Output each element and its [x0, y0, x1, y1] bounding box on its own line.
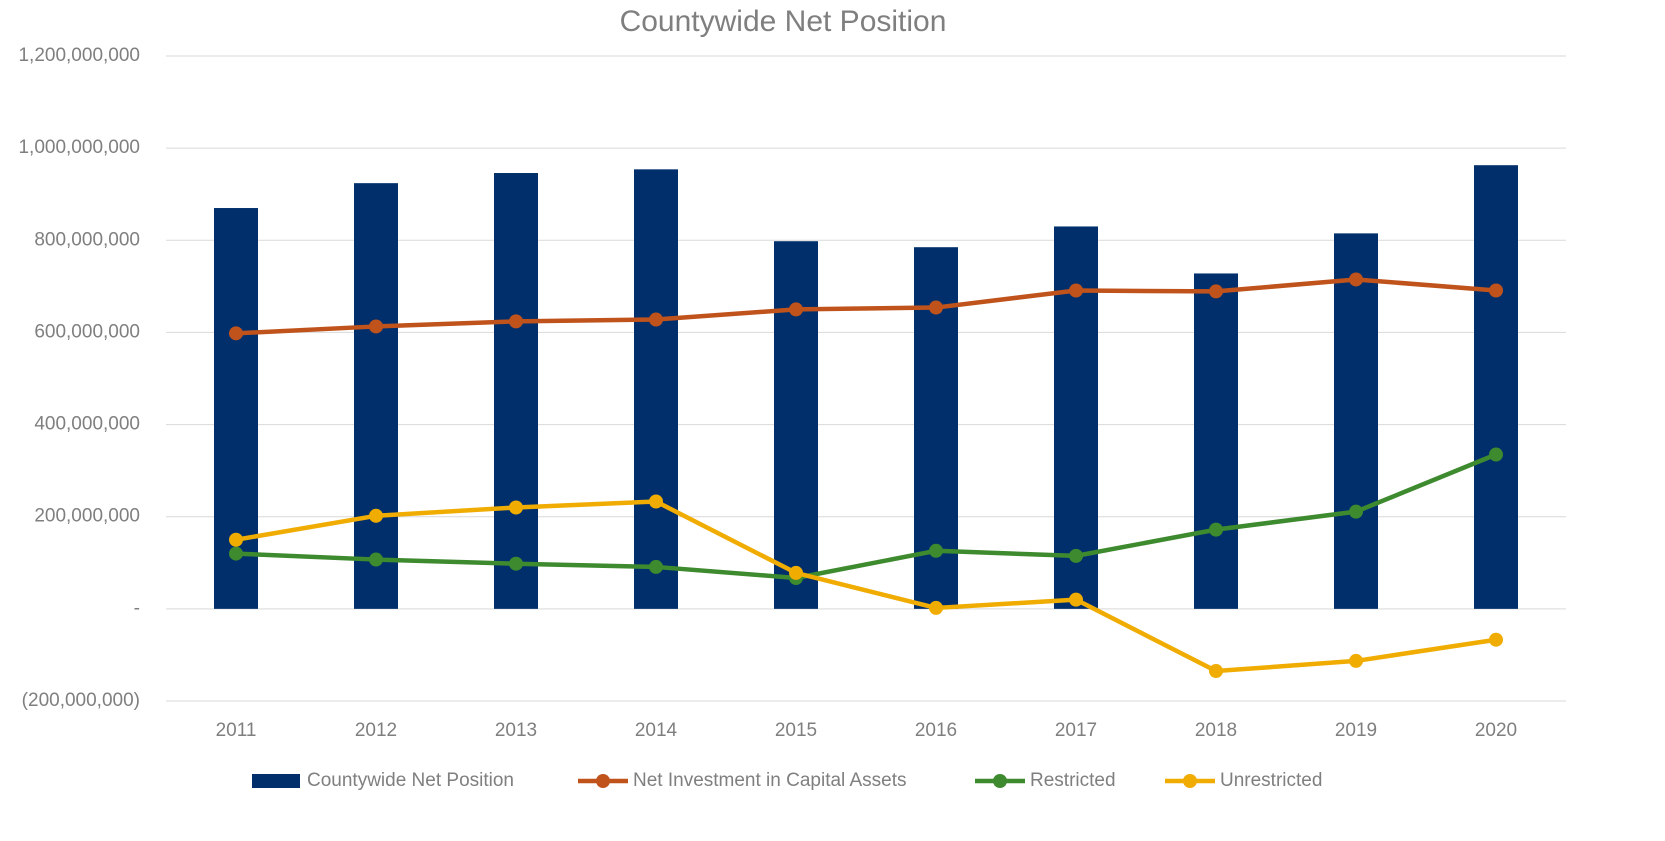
marker	[1489, 447, 1503, 462]
bar	[1474, 165, 1518, 609]
x-tick-label: 2011	[216, 720, 257, 741]
x-tick-label: 2015	[775, 720, 817, 741]
y-tick-label: 800,000,000	[34, 229, 140, 250]
x-tick-label: 2020	[1475, 720, 1517, 741]
x-tick-label: 2014	[635, 720, 678, 741]
marker	[1349, 272, 1363, 287]
bar	[354, 183, 398, 609]
bar	[634, 169, 678, 609]
marker	[789, 565, 803, 580]
legend-label: Unrestricted	[1220, 770, 1322, 791]
x-tick-label: 2018	[1195, 720, 1237, 741]
bar	[774, 241, 818, 609]
marker	[229, 326, 243, 341]
x-tick-label: 2019	[1335, 720, 1377, 741]
marker	[1209, 284, 1223, 299]
marker	[1069, 283, 1083, 298]
marker	[369, 552, 383, 567]
marker	[229, 532, 243, 547]
y-tick-label: 400,000,000	[34, 414, 140, 435]
legend-label: Countywide Net Position	[307, 770, 514, 791]
y-tick-label: 1,000,000,000	[18, 137, 140, 158]
legend-label: Net Investment in Capital Assets	[633, 770, 907, 791]
legend-swatch	[993, 774, 1007, 788]
x-tick-label: 2013	[495, 720, 537, 741]
bar	[1194, 273, 1238, 609]
line	[235, 499, 1497, 674]
line	[235, 452, 1497, 581]
marker	[929, 543, 943, 558]
marker	[649, 312, 663, 327]
x-tick-label: 2017	[1055, 720, 1097, 741]
marker	[649, 559, 663, 574]
marker	[369, 319, 383, 334]
legend-swatch	[596, 774, 610, 788]
legend-label: Restricted	[1030, 770, 1116, 791]
marker	[789, 302, 803, 317]
chart-title: Countywide Net Position	[620, 5, 947, 38]
marker	[1489, 283, 1503, 298]
marker	[929, 600, 943, 615]
marker	[1069, 592, 1083, 607]
marker	[509, 500, 523, 515]
marker	[229, 546, 243, 561]
y-tick-label: -	[134, 598, 140, 619]
bar	[494, 173, 538, 609]
marker	[1349, 653, 1363, 668]
marker	[1209, 522, 1223, 537]
y-tick-label: (200,000,000)	[22, 690, 140, 711]
marker	[649, 494, 663, 509]
marker	[929, 300, 943, 315]
legend-swatch	[1183, 774, 1197, 788]
y-tick-label: 600,000,000	[34, 321, 140, 342]
marker	[509, 314, 523, 329]
line	[235, 277, 1497, 336]
y-tick-label: 200,000,000	[34, 506, 140, 527]
marker	[1349, 504, 1363, 519]
x-tick-label: 2016	[915, 720, 957, 741]
marker	[509, 556, 523, 571]
marker	[1209, 664, 1223, 679]
x-tick-label: 2012	[355, 720, 397, 741]
y-tick-label: 1,200,000,000	[18, 45, 140, 66]
marker	[1489, 632, 1503, 647]
bar	[1334, 233, 1378, 609]
marker	[1069, 548, 1083, 563]
legend-swatch	[252, 774, 300, 788]
marker	[369, 508, 383, 523]
